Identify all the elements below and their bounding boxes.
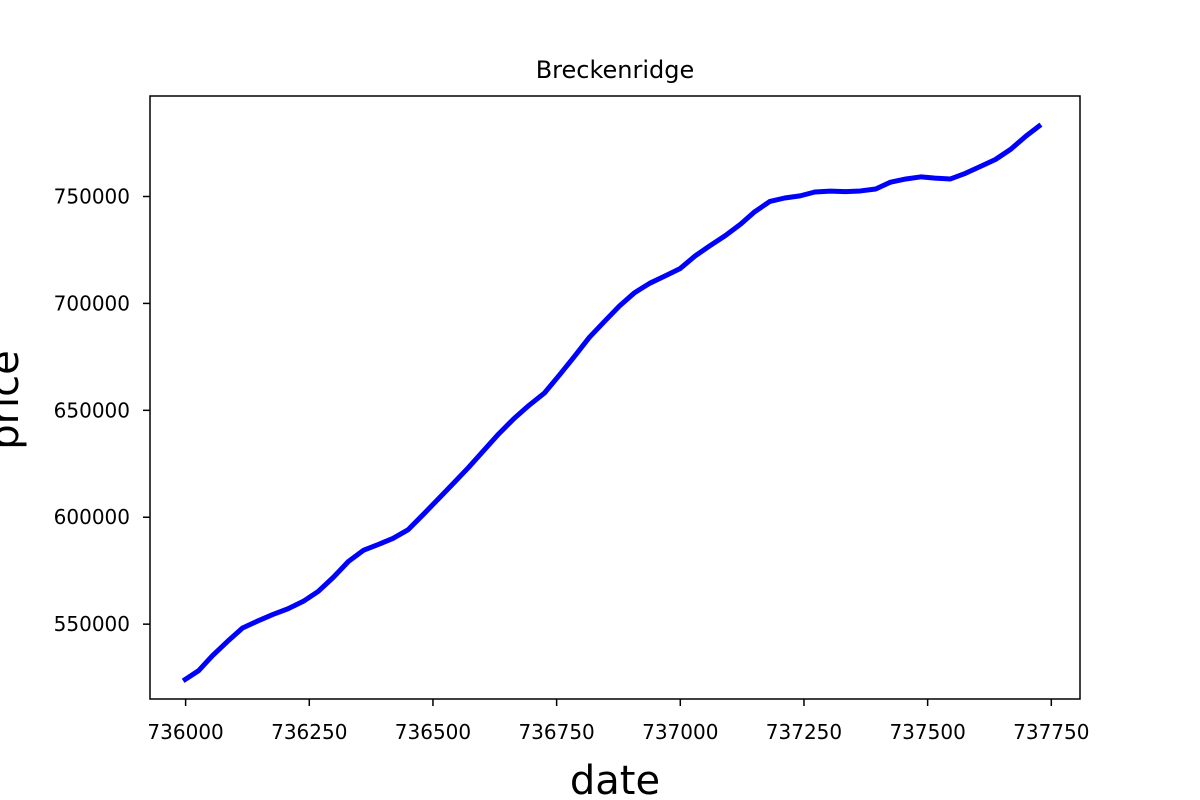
series-line-0 [181, 122, 1043, 683]
x-tick-label: 736000 [147, 720, 223, 744]
y-tick-label: 600000 [54, 505, 130, 529]
x-tick-label: 737500 [889, 720, 965, 744]
y-tick-label: 550000 [54, 612, 130, 636]
y-tick-label: 650000 [54, 398, 130, 422]
chart-title: Breckenridge [536, 56, 695, 84]
x-tick-label: 736750 [518, 720, 594, 744]
x-axis-ticks: 736000 736250 736500 736750 737000 737250 7375… [147, 699, 1089, 744]
x-tick-label: 736500 [395, 720, 471, 744]
y-axis-ticks: 550000 600000 650000 700000 750000 [54, 185, 150, 636]
x-axis-label: date [570, 758, 660, 800]
x-tick-label: 737000 [642, 720, 718, 744]
plot-content [181, 122, 1043, 683]
x-tick-label: 737250 [766, 720, 842, 744]
plot-frame [149, 95, 1081, 700]
x-tick-label: 737750 [1013, 720, 1089, 744]
y-tick-label: 700000 [54, 291, 130, 315]
y-tick-label: 750000 [54, 185, 130, 209]
y-axis-label: price [0, 350, 28, 450]
x-tick-label: 736250 [271, 720, 347, 744]
